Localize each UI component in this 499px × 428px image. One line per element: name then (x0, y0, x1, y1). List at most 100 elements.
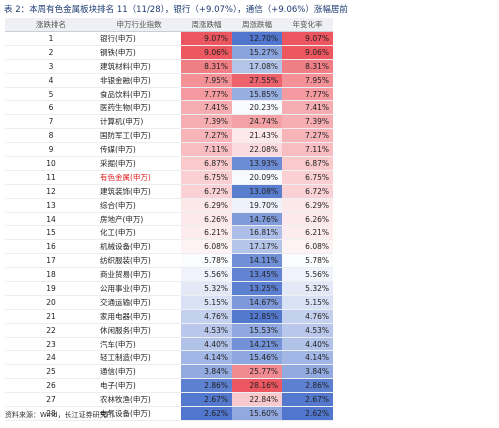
value-cell: 7.39% (181, 114, 232, 130)
value-cell: 8.31% (282, 59, 333, 74)
industry-cell: 国防军工(申万) (97, 128, 181, 144)
value-cell: 6.87% (181, 156, 232, 171)
table-row: 23 汽车(申万) 4.40% 14.21% 4.40% (5, 337, 333, 352)
table-row: 21 家用电器(申万) 4.76% 12.85% 4.76% (5, 309, 333, 324)
value-cell: 28.16% (232, 378, 282, 394)
value-cell: 19.70% (232, 198, 282, 213)
table-row: 6 医药生物(申万) 7.41% 20.23% 7.41% (5, 100, 333, 116)
rank-cell: 13 (5, 198, 97, 213)
rank-cell: 3 (5, 59, 97, 74)
value-cell: 6.72% (181, 184, 232, 199)
industry-cell: 交通运输(申万) (97, 295, 181, 310)
industry-cell: 农林牧渔(申万) (97, 392, 181, 408)
table-row: 27 农林牧渔(申万) 2.67% 22.84% 2.67% (5, 392, 333, 408)
value-cell: 15.60% (232, 406, 282, 421)
value-cell: 7.27% (181, 128, 232, 144)
value-cell: 6.75% (282, 170, 333, 185)
rank-cell: 27 (5, 392, 97, 408)
value-cell: 5.32% (282, 281, 333, 296)
industry-cell: 公用事业(申万) (97, 281, 181, 296)
value-cell: 6.21% (282, 225, 333, 241)
industry-cell: 医药生物(申万) (97, 100, 181, 116)
table-row: 3 建筑材料(申万) 8.31% 17.08% 8.31% (5, 59, 333, 74)
value-cell: 5.78% (181, 253, 232, 269)
rank-cell: 23 (5, 337, 97, 352)
rank-cell: 1 (5, 31, 97, 46)
table-row: 20 交通运输(申万) 5.15% 14.67% 5.15% (5, 295, 333, 310)
value-cell: 7.27% (282, 128, 333, 144)
table-row: 26 电子(申万) 2.86% 28.16% 2.86% (5, 378, 333, 394)
rank-cell: 5 (5, 87, 97, 102)
rank-cell: 7 (5, 114, 97, 130)
value-cell: 6.87% (282, 156, 333, 171)
rank-cell: 8 (5, 128, 97, 144)
column-header: 周涨跌幅 (181, 18, 232, 32)
value-cell: 6.08% (181, 239, 232, 255)
rank-cell: 11 (5, 170, 97, 185)
table-row: 9 传媒(申万) 7.11% 22.08% 7.11% (5, 142, 333, 158)
value-cell: 7.11% (282, 142, 333, 158)
table-row: 11 有色金属(申万) 6.75% 20.09% 6.75% (5, 170, 333, 185)
rank-cell: 28 (5, 406, 97, 421)
value-cell: 15.85% (232, 87, 282, 102)
industry-cell: 纺织服装(申万) (97, 253, 181, 269)
industry-cell: 非银金融(申万) (97, 73, 181, 88)
table-row: 13 综合(申万) 6.29% 19.70% 6.29% (5, 198, 333, 213)
table-row: 24 轻工制造(申万) 4.14% 15.46% 4.14% (5, 350, 333, 366)
rank-cell: 18 (5, 267, 97, 283)
column-header: 申万行业指数 (97, 18, 181, 32)
value-cell: 25.77% (232, 364, 282, 380)
value-cell: 4.76% (282, 309, 333, 324)
value-cell: 14.11% (232, 253, 282, 269)
table-row: 2 钢铁(申万) 9.06% 15.27% 9.06% (5, 45, 333, 60)
table-row: 1 银行(申万) 9.07% 12.70% 9.07% (5, 31, 333, 46)
value-cell: 15.46% (232, 350, 282, 366)
table-row: 5 食品饮料(申万) 7.77% 15.85% 7.77% (5, 87, 333, 102)
table-body: 1 银行(申万) 9.07% 12.70% 9.07% 2 钢铁(申万) 9.06% 15.27… (5, 31, 333, 421)
rank-cell: 12 (5, 184, 97, 199)
value-cell: 15.27% (232, 45, 282, 60)
value-cell: 6.21% (181, 225, 232, 241)
value-cell: 12.70% (232, 31, 282, 46)
rank-cell: 26 (5, 378, 97, 394)
table-row: 25 通信(申万) 3.84% 25.77% 3.84% (5, 364, 333, 380)
value-cell: 6.08% (282, 239, 333, 255)
value-cell: 6.26% (282, 212, 333, 227)
value-cell: 9.06% (181, 45, 232, 60)
table-row: 12 建筑装饰(申万) 6.72% 13.08% 6.72% (5, 184, 333, 199)
value-cell: 22.84% (232, 392, 282, 408)
value-cell: 14.21% (232, 337, 282, 352)
value-cell: 13.45% (232, 267, 282, 283)
value-cell: 7.77% (282, 87, 333, 102)
industry-cell: 机械设备(申万) (97, 239, 181, 255)
value-cell: 5.56% (181, 267, 232, 283)
value-cell: 17.17% (232, 239, 282, 255)
value-cell: 9.06% (282, 45, 333, 60)
value-cell: 4.53% (282, 323, 333, 338)
rank-cell: 15 (5, 225, 97, 241)
rank-cell: 17 (5, 253, 97, 269)
industry-cell: 家用电器(申万) (97, 309, 181, 324)
table-row: 18 商业贸易(申万) 5.56% 13.45% 5.56% (5, 267, 333, 283)
table-row: 17 纺织服装(申万) 5.78% 14.11% 5.78% (5, 253, 333, 269)
value-cell: 14.67% (232, 295, 282, 310)
source-note: 资料来源：Wind，长江证券研究所 (5, 411, 114, 419)
industry-cell: 通信(申万) (97, 364, 181, 380)
table-row: 14 房地产(申万) 6.26% 14.76% 6.26% (5, 212, 333, 227)
table-row: 16 机械设备(申万) 6.08% 17.17% 6.08% (5, 239, 333, 255)
value-cell: 2.62% (181, 406, 232, 421)
value-cell: 7.95% (282, 73, 333, 88)
industry-cell: 钢铁(申万) (97, 45, 181, 60)
rank-cell: 10 (5, 156, 97, 171)
ranking-table: 涨跌排名 申万行业指数 周涨跌幅 周涨跌幅 年变化率 1 银行(申万) 9.07% 12.70… (5, 18, 333, 421)
value-cell: 6.75% (181, 170, 232, 185)
value-cell: 4.76% (181, 309, 232, 324)
value-cell: 5.15% (181, 295, 232, 310)
value-cell: 9.07% (282, 31, 333, 46)
table-row: 28 电气设备(申万) 2.62% 15.60% 2.62% (5, 406, 333, 421)
industry-cell: 房地产(申万) (97, 212, 181, 227)
industry-cell: 电气设备(申万) (97, 406, 181, 421)
value-cell: 7.95% (181, 73, 232, 88)
rank-cell: 9 (5, 142, 97, 158)
value-cell: 16.81% (232, 225, 282, 241)
